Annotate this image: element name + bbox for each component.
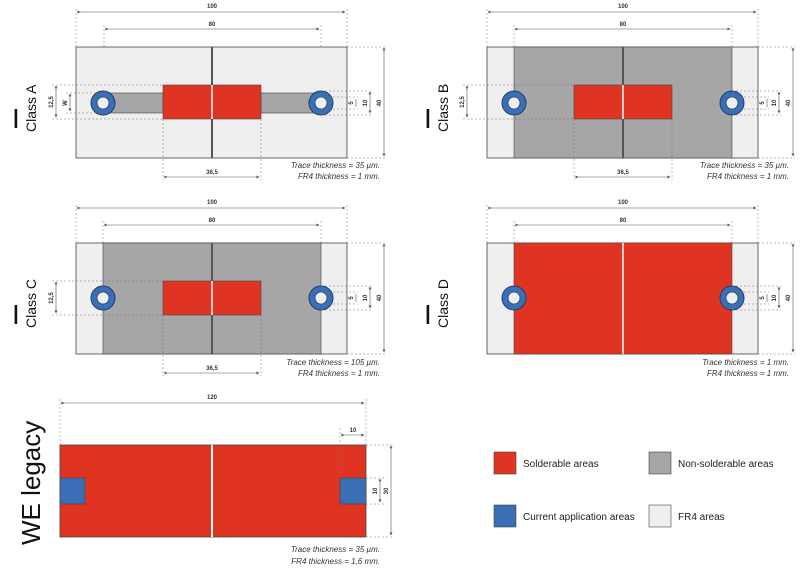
legend-swatch-non-solderable: [648, 451, 672, 475]
class-c-current-hole-right: [314, 291, 328, 305]
class-b-current-hole-right: [725, 96, 739, 110]
legend-label-fr4: FR4 areas: [678, 512, 725, 523]
class-a-dim-5: 5: [349, 101, 355, 105]
class-d-note-trace: Trace thickness = 1 mm.: [702, 358, 789, 367]
we-legacy-panel: WE legacy 120 10 10 30 Trace thickness =…: [16, 395, 393, 566]
class-c-current-hole-left: [96, 291, 110, 305]
class-d-panel: I Class D 100 80 5 10 40 Trace thickness…: [424, 200, 795, 378]
legend-label-non-solderable: Non-solderable areas: [678, 459, 774, 470]
class-b-panel: I Class B 100 80 36,5 12,5 5 10: [424, 4, 795, 181]
class-a-dim-365: 36,5: [206, 170, 218, 176]
we-legacy-current-right: [339, 477, 367, 505]
class-b-dim-80: 80: [620, 22, 627, 28]
we-legacy-dim-10-top: 10: [350, 428, 357, 434]
legend-swatch-solderable: [493, 451, 517, 475]
legend-item-current: Current application areas: [493, 504, 635, 528]
class-c-dim-100: 100: [207, 200, 218, 206]
we-legacy-dim-120: 120: [207, 395, 218, 401]
class-b-dim-40: 40: [786, 99, 792, 106]
class-b-current-hole-left: [507, 96, 521, 110]
class-b-dim-10: 10: [772, 99, 778, 106]
class-c-dim-40: 40: [377, 294, 383, 301]
class-b-dim-5: 5: [760, 101, 766, 105]
class-b-dim-365: 36,5: [617, 170, 629, 176]
class-a-trace-left: [109, 92, 164, 114]
class-b-note-fr4: FR4 thickness = 1 mm.: [707, 172, 789, 181]
legend-item-solderable: Solderable areas: [493, 451, 599, 475]
class-c-dim-365: 36,5: [206, 366, 218, 372]
we-legacy-current-left: [59, 477, 86, 505]
class-c-dim-10: 10: [363, 294, 369, 301]
legend-swatch-fr4: [648, 504, 672, 528]
we-legacy-note-fr4: FR4 thickness = 1,6 mm.: [291, 557, 380, 566]
class-a-dim-80: 80: [209, 22, 216, 28]
class-d-note-fr4: FR4 thickness = 1 mm.: [707, 369, 789, 378]
class-d-dim-40: 40: [786, 294, 792, 301]
class-c-dim-80: 80: [209, 218, 216, 224]
class-d-current-hole-left: [507, 291, 521, 305]
class-a-dim-40: 40: [377, 99, 383, 106]
legend-label-solderable: Solderable areas: [523, 459, 599, 470]
class-b-title-sub: Class B: [435, 84, 451, 132]
class-a-dim-w: W: [63, 100, 69, 106]
class-a-current-hole-right: [314, 96, 328, 110]
class-b-dim-125: 12,5: [460, 96, 466, 108]
class-b-note-trace: Trace thickness = 35 µm.: [700, 161, 789, 170]
class-a-note-trace: Trace thickness = 35 µm.: [291, 161, 380, 170]
we-legacy-dim-10-side: 10: [373, 487, 379, 494]
legend-label-current: Current application areas: [523, 512, 635, 523]
class-c-note-fr4: FR4 thickness = 1 mm.: [298, 369, 380, 378]
legend-swatch-current: [493, 504, 517, 528]
class-c-title-main: I: [12, 299, 20, 330]
class-d-title-sub: Class D: [435, 279, 451, 328]
class-a-dim-10: 10: [363, 99, 369, 106]
class-c-dim-125: 12,5: [49, 292, 55, 304]
we-legacy-title: WE legacy: [16, 421, 46, 545]
class-b-title-main: I: [424, 103, 432, 134]
class-c-panel: I Class C 100 80 36,5 12,5 5 10: [12, 200, 386, 378]
class-d-title-main: I: [424, 299, 432, 330]
legend-item-fr4: FR4 areas: [648, 504, 725, 528]
class-a-dim-125: 12,5: [49, 96, 55, 108]
class-a-title-sub: Class A: [23, 84, 39, 132]
class-b-dim-100: 100: [618, 4, 629, 10]
class-d-dim-100: 100: [618, 200, 629, 206]
legend: Solderable areas Non-solderable areas Cu…: [493, 451, 774, 528]
class-d-dim-10: 10: [772, 294, 778, 301]
class-c-dim-5: 5: [349, 296, 355, 300]
we-legacy-note-trace: Trace thickness = 35 µm.: [291, 545, 380, 554]
we-legacy-dim-30: 30: [384, 487, 390, 494]
class-d-dim-5: 5: [760, 296, 766, 300]
legend-item-non-solderable: Non-solderable areas: [648, 451, 774, 475]
class-a-current-hole-left: [96, 96, 110, 110]
class-d-dim-80: 80: [620, 218, 627, 224]
class-c-title-sub: Class C: [23, 279, 39, 328]
class-a-dim-100: 100: [207, 4, 218, 10]
class-a-panel: I Class A 100 80 36,5 12,5: [12, 4, 386, 181]
class-c-note-trace: Trace thickness = 105 µm.: [286, 358, 380, 367]
class-a-note-fr4: FR4 thickness = 1 mm.: [298, 172, 380, 181]
class-a-title-main: I: [12, 103, 20, 134]
class-d-current-hole-right: [725, 291, 739, 305]
